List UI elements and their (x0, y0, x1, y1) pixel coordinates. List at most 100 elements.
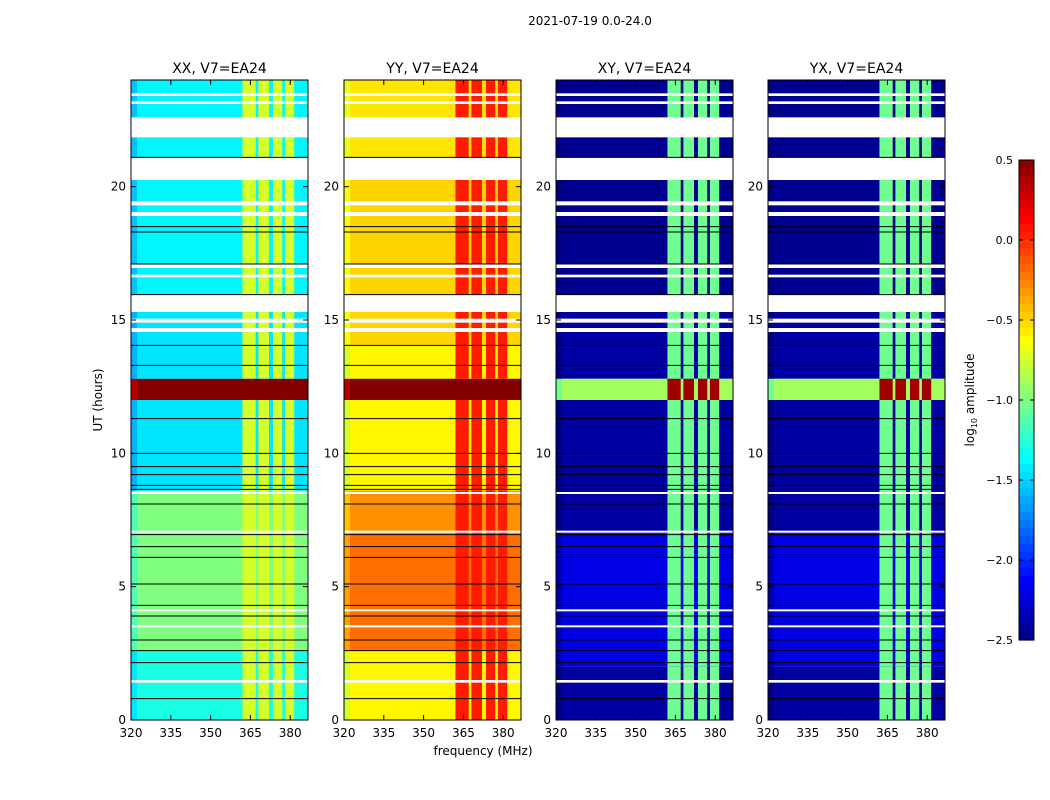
rfi-channel-cell (485, 160, 496, 295)
panel-yx: YX, V7=EA24 320 335 350 365 380 0 5 10 15 20 (748, 61, 946, 740)
rfi-channel-cell (921, 80, 932, 295)
x-tick-label: 350 (412, 726, 435, 740)
colorbar-segment (1019, 608, 1034, 617)
heatmap-band-edge (131, 650, 137, 720)
rfi-channel-cell (683, 533, 694, 667)
colorbar-segment (1019, 416, 1034, 425)
rfi-channel-cell (258, 400, 269, 491)
flagged-interval (344, 492, 521, 494)
flagged-interval (131, 93, 308, 96)
colorbar-segment (1019, 560, 1034, 569)
rfi-channel-cell (497, 345, 508, 379)
rfi-channel-cell (471, 160, 482, 295)
y-tick-label: 10 (324, 446, 339, 460)
colorbar-segment (1019, 568, 1034, 577)
rfi-channel-cell (284, 400, 295, 491)
flagged-interval (344, 212, 521, 216)
colorbar-segment (1019, 192, 1034, 201)
rfi-channel-cell (879, 666, 893, 720)
rfi-channel-cell (497, 650, 508, 720)
colorbar-segment (1019, 376, 1034, 385)
colorbar-segment (1019, 184, 1034, 193)
colorbar-tick-label: −1.5 (986, 474, 1013, 487)
colorbar-segment (1019, 528, 1034, 537)
colorbar-segment (1019, 552, 1034, 561)
x-tick-label: 320 (545, 726, 568, 740)
rfi-channel-cell (471, 400, 482, 491)
rfi-channel-cell (455, 650, 469, 720)
x-tick-label: 335 (372, 726, 395, 740)
colorbar-tick-label: −2.5 (986, 634, 1013, 647)
colorbar-segment (1019, 584, 1034, 593)
rfi-channel-cell (497, 400, 508, 491)
heatmap-band-edge (131, 490, 137, 651)
flagged-interval (768, 680, 945, 683)
rfi-channel-cell (258, 345, 269, 379)
rfi-channel-cell (697, 533, 708, 667)
flagged-interval (131, 212, 308, 216)
rfi-channel-cell (471, 345, 482, 379)
heatmap-band-edge (131, 400, 137, 491)
colorbar-segment (1019, 168, 1034, 177)
colorbar-segment (1019, 464, 1034, 473)
colorbar-segment (1019, 256, 1034, 265)
y-tick-label: 10 (111, 446, 126, 460)
rfi-channel-cell (879, 80, 893, 295)
y-tick-label: 0 (755, 713, 763, 727)
x-tick-label: 380 (279, 726, 302, 740)
flagged-interval (768, 117, 945, 138)
flagged-interval (768, 157, 945, 180)
y-tick-label: 5 (118, 580, 126, 594)
flagged-interval (344, 680, 521, 683)
rfi-channel-cell (242, 345, 256, 379)
flagged-interval (131, 201, 308, 206)
rfi-channel-cell (895, 80, 906, 295)
flagged-interval (131, 680, 308, 683)
panel-title: YX, V7=EA24 (809, 61, 904, 77)
y-tick-label: 15 (536, 313, 551, 327)
rfi-channel-cell (272, 490, 283, 651)
flagged-interval (768, 318, 945, 323)
rfi-channel-cell (497, 490, 508, 534)
rfi-channel-cell (272, 400, 283, 491)
colorbar: 0.5 0.0 −0.5 −1.0 −1.5 −2.0 −2.5 log10 amplitud… (963, 154, 1035, 647)
flagged-interval (131, 609, 308, 612)
colorbar-tick-label: −1.0 (986, 394, 1013, 407)
colorbar-segment (1019, 424, 1034, 433)
colorbar-segment (1019, 328, 1034, 337)
colorbar-segment (1019, 512, 1034, 521)
heatmap-band-edge (344, 400, 350, 491)
rfi-channel-cell (284, 650, 295, 720)
colorbar-segment (1019, 392, 1034, 401)
flagged-interval (768, 201, 945, 206)
rfi-channel-cell (709, 666, 720, 720)
heatmap-band-edge (768, 378, 774, 400)
flagged-interval (131, 157, 308, 180)
colorbar-segment (1019, 248, 1034, 257)
colorbar-segment (1019, 488, 1034, 497)
rfi-channel-cell (879, 378, 893, 400)
flagged-interval (131, 625, 308, 628)
colorbar-segment (1019, 448, 1034, 457)
flagged-interval (131, 101, 308, 104)
x-tick-label: 365 (452, 726, 475, 740)
x-tick-label: 335 (796, 726, 819, 740)
colorbar-tick-label: −0.5 (986, 314, 1013, 327)
rfi-channel-cell (242, 160, 256, 295)
heatmap-band-edge (131, 345, 137, 379)
colorbar-segment (1019, 280, 1034, 289)
colorbar-segment (1019, 176, 1034, 185)
flagged-interval (344, 117, 521, 138)
heatmap-band-edge (768, 666, 774, 720)
rfi-channel-cell (242, 650, 256, 720)
colorbar-label-subscript: 10 (970, 418, 979, 428)
y-tick-label: 5 (331, 580, 339, 594)
flagged-interval (344, 274, 521, 278)
flagged-interval (556, 201, 733, 206)
flagged-interval (768, 530, 945, 533)
rfi-channel-cell (709, 533, 720, 667)
colorbar-tick-label: 0.5 (996, 154, 1014, 167)
colorbar-segment (1019, 304, 1034, 313)
x-tick-label: 380 (704, 726, 727, 740)
colorbar-segment (1019, 312, 1034, 321)
